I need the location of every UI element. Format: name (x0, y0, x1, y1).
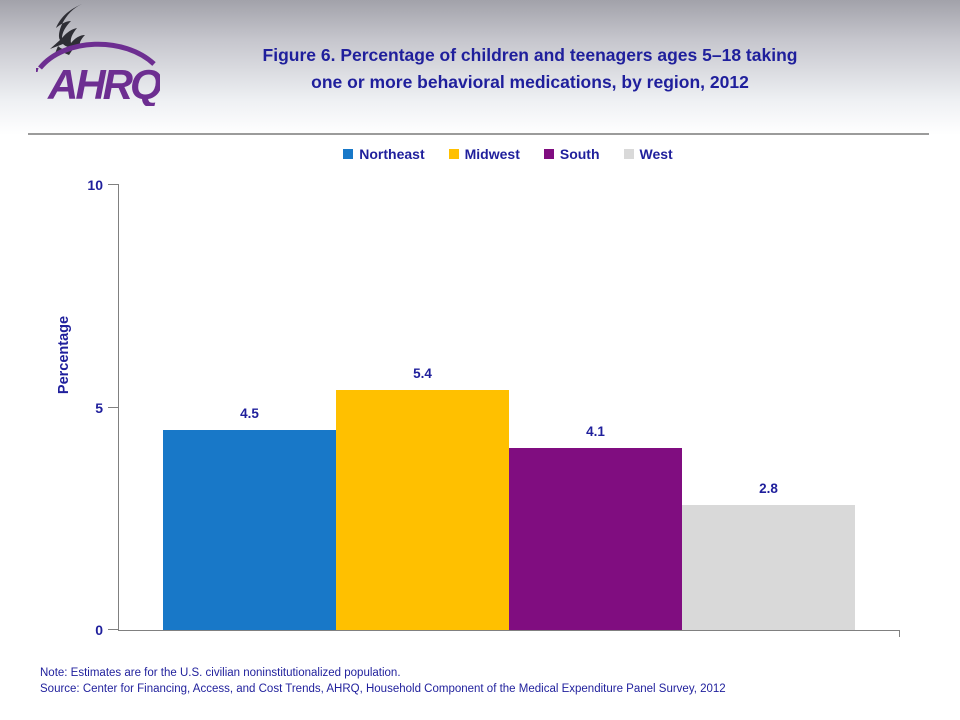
ahrq-logo: AHRQ (36, 4, 160, 106)
legend-label-northeast: Northeast (359, 146, 425, 162)
legend-label-south: South (559, 146, 600, 162)
legend-label-west: West (639, 146, 673, 162)
bar-value-south: 4.1 (586, 423, 605, 439)
bar-northeast (163, 429, 336, 630)
y-tick-label-10: 10 (87, 177, 103, 193)
y-tick-mark-5 (108, 406, 119, 408)
legend-item-northeast: Northeast (343, 146, 425, 162)
legend-swatch-south (543, 149, 554, 159)
y-tick-mark-10 (108, 184, 119, 185)
header-gradient-band (0, 0, 960, 135)
legend-item-south: South (543, 146, 600, 162)
chart-title-line1: Figure 6. Percentage of children and tee… (262, 45, 798, 65)
y-tick-label-5: 5 (95, 399, 103, 416)
y-axis-title: Percentage (56, 315, 72, 395)
x-axis-end-tick (899, 630, 900, 637)
note-line: Note: Estimates are for the U.S. civilia… (40, 667, 401, 679)
logo-stripes (36, 68, 39, 72)
chart-title-line2: one or more behavioral medications, by r… (311, 72, 749, 92)
bar-west (682, 505, 855, 630)
header-divider (28, 133, 929, 135)
y-tick-mark-0 (108, 629, 119, 630)
chart-title: Figure 6. Percentage of children and tee… (160, 42, 900, 96)
bar-value-midwest: 5.4 (413, 365, 432, 381)
bar-midwest (336, 389, 509, 630)
bar-south (509, 447, 682, 630)
legend-label-midwest: Midwest (464, 146, 520, 162)
legend-item-west: West (623, 146, 673, 162)
logo-arc (38, 41, 156, 70)
bar-value-northeast: 4.5 (240, 405, 259, 421)
source-line: Source: Center for Financing, Access, an… (40, 683, 726, 695)
legend-swatch-west (623, 149, 634, 159)
footnotes: Note: Estimates are for the U.S. civilia… (40, 665, 940, 697)
legend-swatch-midwest (448, 149, 459, 159)
legend-swatch-northeast (343, 149, 354, 159)
legend-item-midwest: Midwest (448, 146, 520, 162)
chart-legend: Northeast Midwest South West (118, 144, 898, 164)
plot-area: 0 5 10 4.5 5.4 4.1 2.8 (87, 177, 900, 638)
bar-value-west: 2.8 (759, 481, 778, 497)
y-tick-label-0: 0 (95, 622, 103, 638)
logo-wordmark: AHRQ (47, 61, 160, 106)
